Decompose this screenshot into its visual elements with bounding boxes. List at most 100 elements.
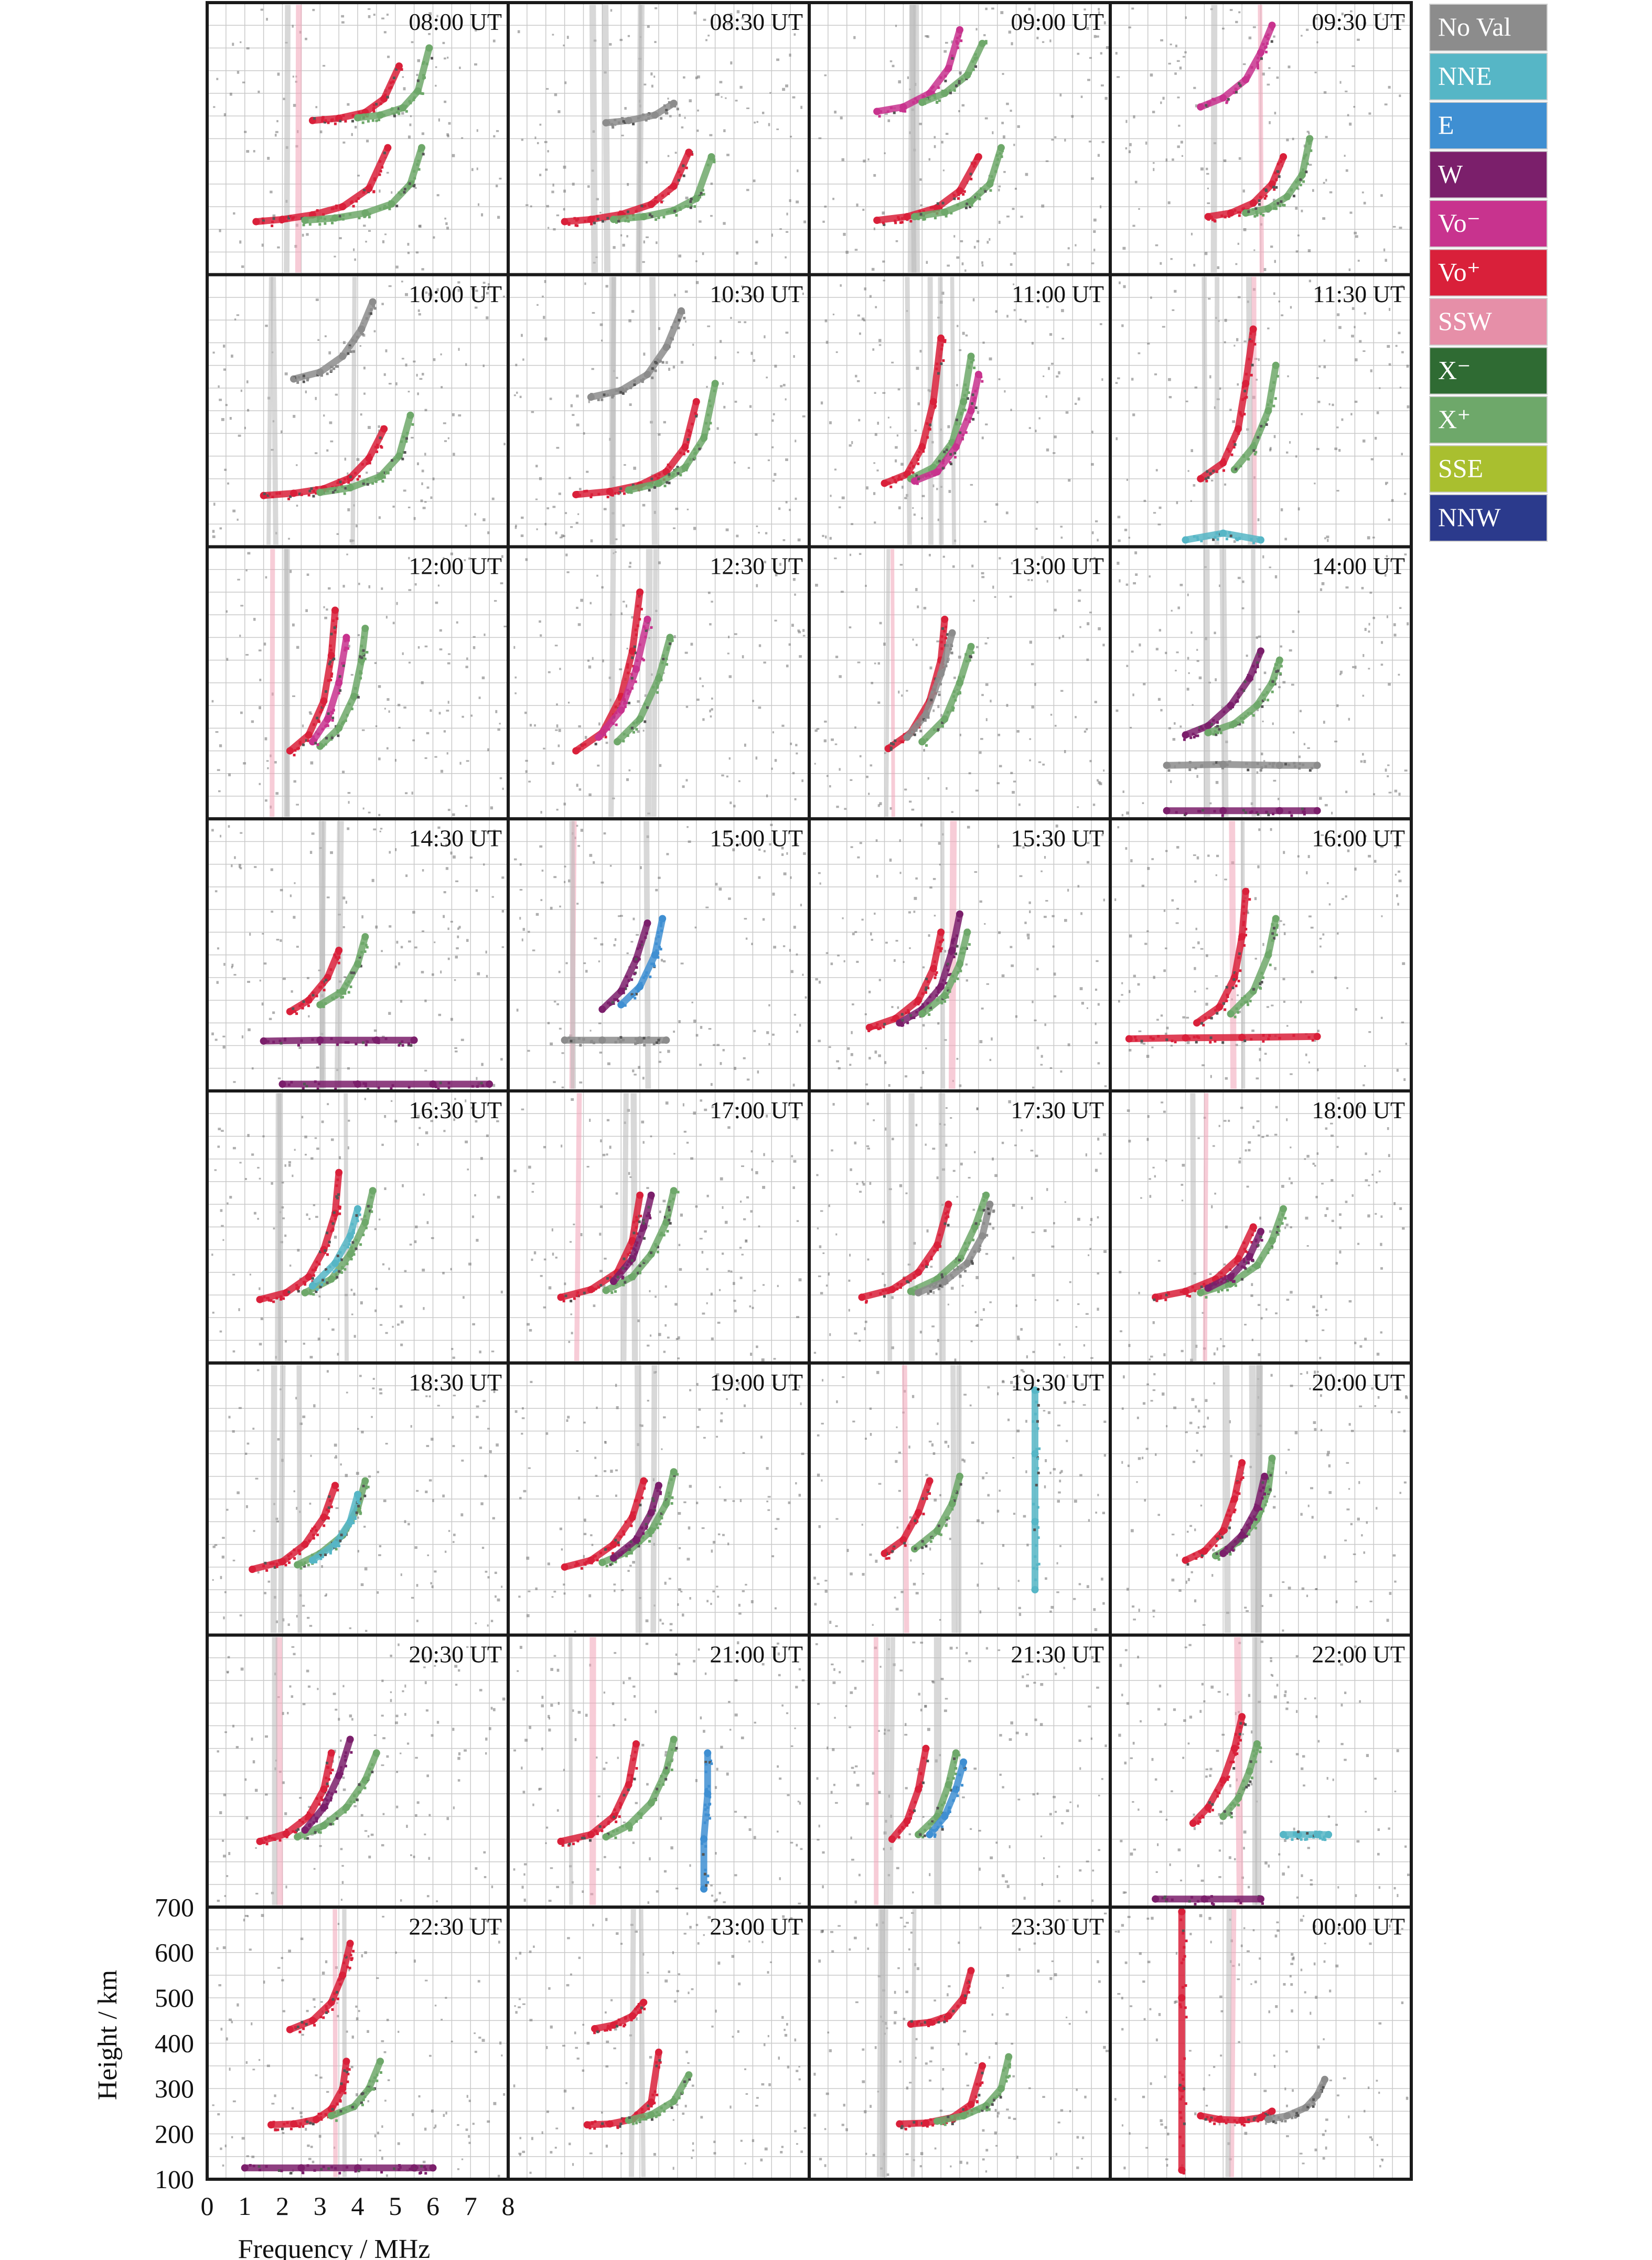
scatter-point (341, 662, 344, 665)
scatter-point (968, 943, 971, 946)
scatter-point (1237, 956, 1240, 959)
scatter-point (912, 1293, 915, 1296)
scatter-point (977, 1250, 980, 1253)
scatter-point (704, 1808, 707, 1811)
scatter-point (941, 725, 944, 728)
data-point (372, 1749, 380, 1757)
scatter-point (1217, 1290, 1220, 1293)
scatter-point (945, 1217, 948, 1220)
scatter-point (709, 1761, 712, 1764)
scatter-point (900, 2125, 904, 2128)
data-point (282, 1830, 290, 1838)
scatter-point (939, 949, 942, 952)
data-point (956, 679, 963, 687)
scatter-point (409, 2168, 412, 2171)
scatter-point (921, 1836, 925, 1839)
scatter-point (336, 990, 339, 993)
scatter-point (926, 1262, 929, 1265)
scatter-point (368, 453, 371, 456)
scatter-point (1216, 1791, 1219, 1794)
scatter-point (1247, 74, 1250, 77)
scatter-point (1306, 162, 1309, 165)
scatter-point (630, 1243, 633, 1246)
scatter-point (315, 1260, 318, 1263)
scatter-point (363, 1215, 367, 1218)
data-point (1306, 135, 1314, 143)
scatter-point (636, 1232, 639, 1235)
scatter-point (964, 206, 968, 209)
noise-scatter (813, 1100, 1107, 1362)
scatter-point (602, 2125, 605, 2128)
data-point (290, 489, 298, 497)
scatter-point (367, 120, 370, 123)
data-point (899, 1536, 907, 1544)
trace-vo (286, 946, 343, 1015)
scatter-point (395, 68, 398, 71)
scatter-point (1314, 1830, 1317, 1834)
scatter-point (340, 1271, 344, 1274)
scatter-point (883, 223, 886, 226)
scatter-point (287, 217, 291, 220)
scatter-point (956, 934, 959, 937)
scatter-point (316, 1288, 319, 1291)
scatter-point (403, 451, 406, 454)
scatter-point (925, 2122, 928, 2125)
panel-time-label: 12:00 UT (409, 553, 502, 580)
scatter-point (323, 217, 326, 220)
scatter-point (583, 1291, 586, 1294)
scatter-point (562, 1300, 565, 1303)
scatter-point (663, 1216, 667, 1219)
scatter-point (591, 2121, 594, 2124)
scatter-point (346, 2067, 349, 2070)
scatter-point (951, 709, 954, 712)
data-point (1294, 1830, 1302, 1838)
scatter-point (1241, 1476, 1245, 1479)
scatter-point (357, 118, 360, 121)
scatter-point (340, 996, 343, 999)
scatter-point (349, 475, 352, 478)
scatter-point (645, 1523, 648, 1526)
scatter-point (623, 2025, 626, 2028)
scatter-point (323, 983, 326, 986)
scatter-point (589, 495, 593, 498)
scatter-point (1250, 538, 1253, 541)
scatter-point (338, 675, 341, 678)
scatter-point (407, 1042, 410, 1045)
data-point (1238, 933, 1246, 941)
scatter-point (945, 1275, 948, 1278)
scatter-point (918, 1787, 921, 1790)
scatter-point (316, 220, 319, 223)
scatter-point (1036, 1467, 1039, 1470)
scatter-point (336, 1817, 339, 1820)
scatter-point (1268, 762, 1271, 765)
scatter-point (1233, 1508, 1237, 1512)
data-point (598, 1036, 606, 1044)
scatter-point (1293, 1833, 1296, 1836)
scatter-point (665, 109, 668, 112)
data-point (380, 95, 388, 103)
data-point (1189, 1819, 1197, 1827)
scatter-point (294, 2026, 297, 2029)
scatter-point (344, 719, 347, 722)
scatter-point (653, 2102, 656, 2105)
scatter-point (1263, 188, 1266, 191)
scatter-point (339, 1251, 342, 1254)
scatter-point (930, 1256, 933, 1259)
scatter-point (266, 1297, 270, 1300)
scatter-point (904, 1824, 907, 1827)
scatter-point (883, 1295, 886, 1298)
scatter-point (1259, 1257, 1262, 1260)
scatter-point (609, 1546, 612, 1549)
scatter-point (372, 190, 376, 193)
scatter-point (1226, 1776, 1229, 1779)
scatter-point (306, 377, 309, 380)
scatter-point (917, 217, 920, 220)
scatter-point (648, 489, 651, 492)
scatter-point (983, 188, 986, 191)
scatter-point (424, 2168, 427, 2171)
scatter-point (331, 118, 334, 121)
scatter-point (567, 222, 571, 225)
scatter-point (944, 2017, 947, 2020)
scatter-point (318, 1803, 321, 1806)
scatter-point (937, 991, 940, 994)
